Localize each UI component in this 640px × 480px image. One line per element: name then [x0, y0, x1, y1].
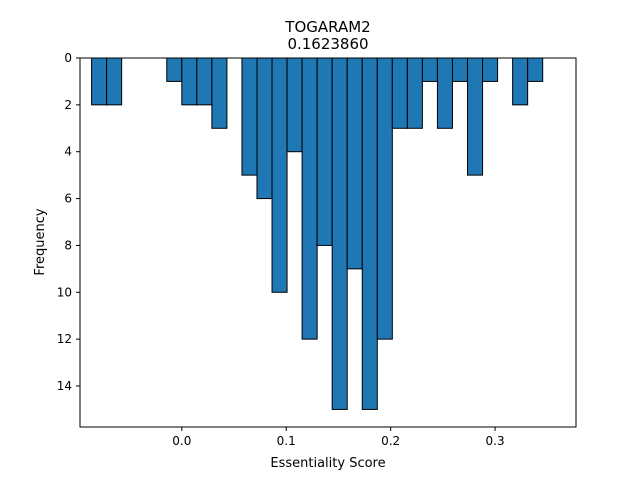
histogram-bar [271, 57, 288, 293]
y-tick-label: 10 [57, 285, 72, 299]
histogram-bar [211, 57, 228, 129]
x-tick-label: 0.1 [277, 434, 296, 448]
histogram-bar [391, 57, 408, 129]
histogram-bar [527, 57, 544, 82]
bars-group [91, 57, 544, 410]
y-tick-label: 2 [64, 98, 72, 112]
histogram-bar [376, 57, 393, 340]
histogram-bar [436, 57, 453, 129]
histogram-bar [91, 57, 108, 106]
x-tick-label: 0.3 [486, 434, 505, 448]
y-tick-label: 4 [64, 145, 72, 159]
y-tick-label: 8 [64, 238, 72, 252]
histogram-bar [482, 57, 499, 82]
y-axis-label: Frequency [33, 208, 48, 275]
y-tick-label: 12 [57, 332, 72, 346]
x-axis-label: Essentiality Score [270, 456, 385, 471]
histogram-bar [106, 57, 123, 106]
y-tick-label: 14 [57, 379, 72, 393]
histogram-bar [241, 57, 258, 176]
y-axis: 0 2 4 6 8 10 12 14 [57, 51, 80, 393]
histogram-bar [256, 57, 273, 200]
histogram-bar [421, 57, 438, 82]
x-tick-label: 0.0 [172, 434, 191, 448]
histogram-bar [316, 57, 333, 246]
histogram-bar [467, 57, 484, 176]
histogram-bar [286, 57, 303, 153]
x-axis: 0.0 0.1 0.2 0.3 [172, 427, 505, 448]
histogram-bar [361, 57, 378, 410]
histogram-bar [512, 57, 529, 106]
histogram-bar [331, 57, 348, 410]
x-tick-label: 0.2 [381, 434, 400, 448]
histogram-bar [346, 57, 363, 270]
histogram-bar [301, 57, 318, 340]
y-tick-label: 0 [64, 51, 72, 65]
plot-frame [79, 57, 577, 428]
histogram-bar [451, 57, 469, 82]
histogram-bar [406, 57, 423, 129]
chart-subtitle: 0.1623860 [287, 35, 368, 53]
y-tick-label: 6 [64, 192, 72, 206]
histogram-bar [181, 57, 198, 106]
histogram-bar [166, 57, 183, 82]
histogram-bar [196, 57, 213, 106]
chart-title: TOGARAM2 [284, 18, 370, 36]
